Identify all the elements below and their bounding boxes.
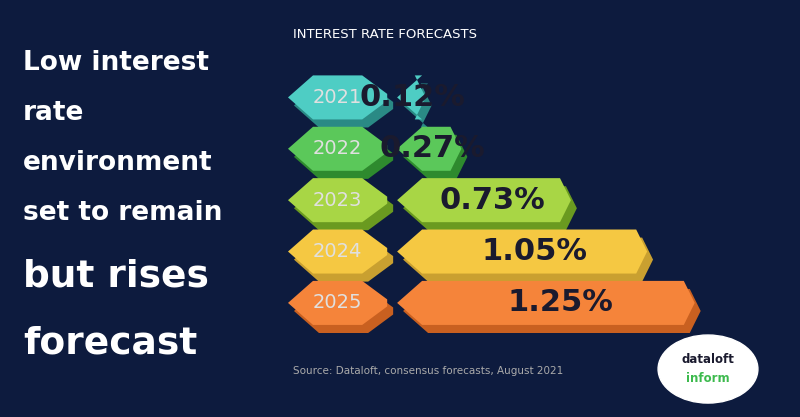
Text: 2023: 2023 xyxy=(313,191,362,210)
PathPatch shape xyxy=(294,135,393,179)
Text: 1.25%: 1.25% xyxy=(508,289,614,317)
PathPatch shape xyxy=(288,178,387,222)
Text: rate: rate xyxy=(23,100,85,126)
PathPatch shape xyxy=(288,281,387,325)
Text: 2022: 2022 xyxy=(313,139,362,158)
PathPatch shape xyxy=(397,229,647,274)
Text: 0.12%: 0.12% xyxy=(360,83,466,112)
PathPatch shape xyxy=(397,178,571,222)
Text: Low interest: Low interest xyxy=(23,50,209,76)
PathPatch shape xyxy=(397,75,426,119)
Text: 0.27%: 0.27% xyxy=(379,134,486,163)
Text: forecast: forecast xyxy=(23,325,198,361)
PathPatch shape xyxy=(403,289,701,333)
Text: set to remain: set to remain xyxy=(23,200,222,226)
Text: 0.73%: 0.73% xyxy=(440,186,546,215)
Circle shape xyxy=(658,335,758,403)
PathPatch shape xyxy=(294,289,393,333)
Text: dataloft: dataloft xyxy=(682,353,734,366)
Text: INTEREST RATE FORECASTS: INTEREST RATE FORECASTS xyxy=(293,28,477,41)
Text: 2021: 2021 xyxy=(313,88,362,107)
PathPatch shape xyxy=(397,281,694,325)
PathPatch shape xyxy=(403,83,432,128)
Text: 2025: 2025 xyxy=(313,294,362,312)
PathPatch shape xyxy=(403,238,653,281)
Text: 1.05%: 1.05% xyxy=(482,237,588,266)
Text: inform: inform xyxy=(686,372,730,385)
Text: environment: environment xyxy=(23,150,213,176)
Text: 2024: 2024 xyxy=(313,242,362,261)
PathPatch shape xyxy=(294,186,393,230)
PathPatch shape xyxy=(397,127,462,171)
Text: but rises: but rises xyxy=(23,259,209,294)
PathPatch shape xyxy=(294,238,393,281)
PathPatch shape xyxy=(288,127,387,171)
PathPatch shape xyxy=(403,135,467,179)
PathPatch shape xyxy=(294,83,393,128)
PathPatch shape xyxy=(288,75,387,119)
PathPatch shape xyxy=(403,186,577,230)
PathPatch shape xyxy=(288,229,387,274)
Text: Source: Dataloft, consensus forecasts, August 2021: Source: Dataloft, consensus forecasts, A… xyxy=(293,366,563,376)
